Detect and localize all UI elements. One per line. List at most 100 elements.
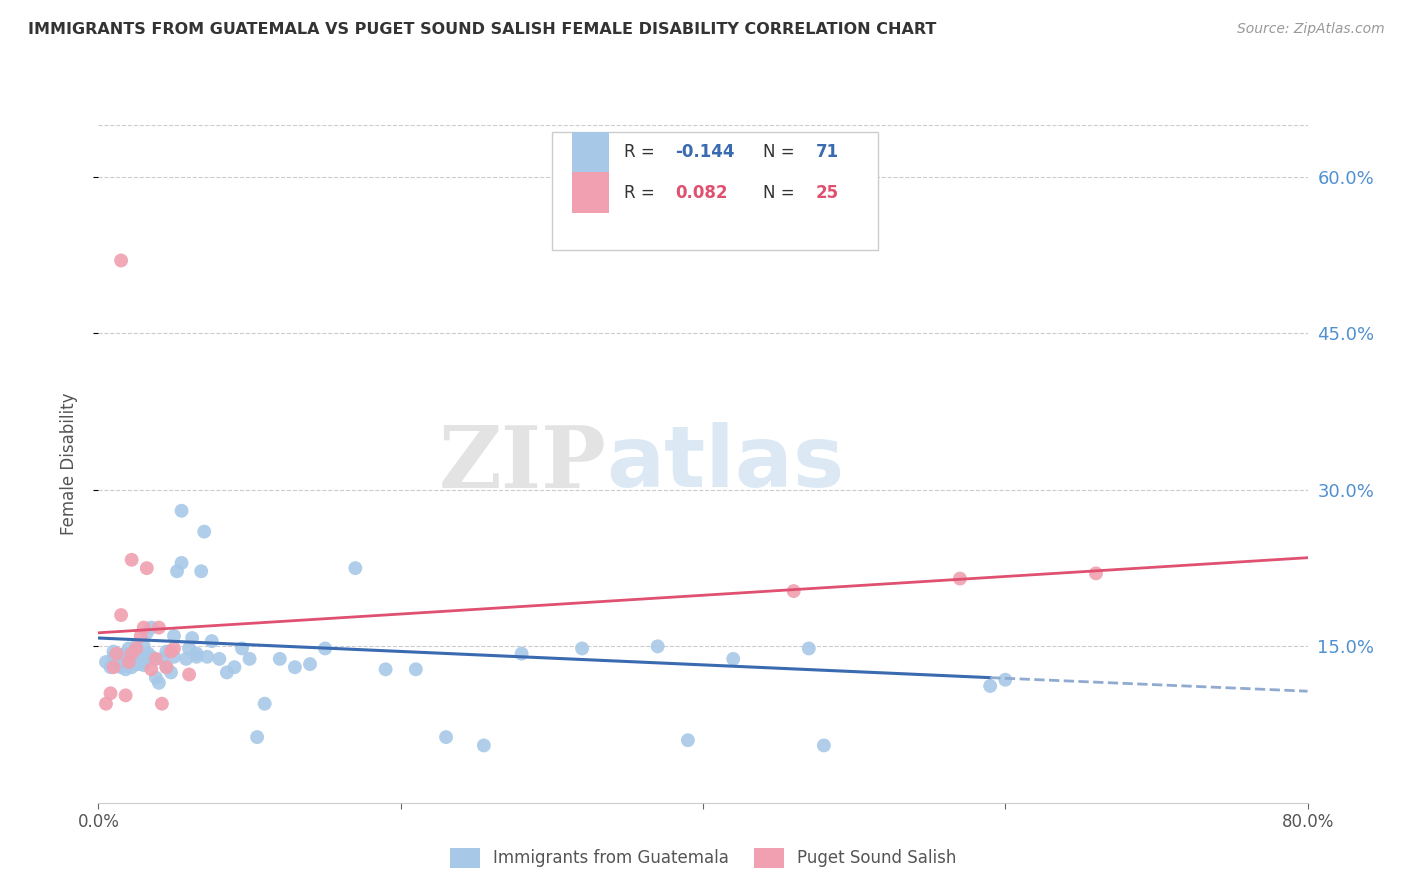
Point [269, 652, 291, 666]
Point [121, 660, 143, 674]
Point [150, 697, 173, 711]
Point [314, 641, 336, 656]
Point [121, 652, 143, 666]
Point [110, 253, 132, 268]
Point [114, 662, 136, 676]
Point [155, 644, 177, 658]
Point [170, 504, 193, 518]
Text: -0.144: -0.144 [675, 143, 735, 161]
Point [118, 649, 141, 664]
FancyBboxPatch shape [572, 172, 609, 213]
Point [813, 739, 835, 753]
Text: atlas: atlas [606, 422, 845, 506]
Point [141, 662, 163, 676]
Point [374, 662, 396, 676]
Point [118, 647, 141, 661]
Point [190, 564, 212, 578]
Point [132, 640, 155, 654]
Point [571, 641, 593, 656]
Point [148, 621, 170, 635]
Point [103, 660, 125, 674]
Point [472, 739, 495, 753]
Text: IMMIGRANTS FROM GUATEMALA VS PUGET SOUND SALISH FEMALE DISABILITY CORRELATION CH: IMMIGRANTS FROM GUATEMALA VS PUGET SOUND… [28, 22, 936, 37]
Point [994, 673, 1017, 687]
Text: Source: ZipAtlas.com: Source: ZipAtlas.com [1237, 22, 1385, 37]
Point [949, 572, 972, 586]
Point [1085, 566, 1108, 581]
Point [121, 647, 143, 661]
Point [160, 665, 183, 680]
Point [170, 556, 193, 570]
Point [647, 640, 669, 654]
Point [132, 658, 155, 673]
FancyBboxPatch shape [553, 132, 879, 251]
Text: R =: R = [624, 143, 661, 161]
Point [723, 652, 745, 666]
Point [100, 660, 122, 674]
Point [215, 665, 238, 680]
Point [105, 652, 128, 666]
Text: 25: 25 [815, 184, 838, 202]
Point [94, 655, 117, 669]
Point [186, 649, 208, 664]
Point [125, 649, 148, 664]
Point [797, 641, 820, 656]
Point [105, 647, 128, 661]
Text: R =: R = [624, 184, 661, 202]
Point [103, 649, 125, 664]
Point [163, 629, 186, 643]
Point [676, 733, 699, 747]
Point [110, 660, 132, 674]
Y-axis label: Female Disability: Female Disability [59, 392, 77, 535]
Point [114, 655, 136, 669]
Point [132, 621, 155, 635]
Point [132, 652, 155, 666]
Point [94, 697, 117, 711]
Point [136, 647, 159, 661]
Point [141, 649, 163, 664]
Point [135, 561, 157, 575]
Point [299, 657, 322, 671]
Point [246, 730, 269, 744]
Point [434, 730, 457, 744]
Point [405, 662, 427, 676]
Point [179, 667, 201, 681]
Point [160, 644, 183, 658]
Point [110, 648, 132, 662]
Text: N =: N = [763, 184, 800, 202]
Point [121, 553, 143, 567]
Text: 0.082: 0.082 [675, 184, 728, 202]
Point [284, 660, 307, 674]
Point [224, 660, 246, 674]
Point [166, 564, 188, 578]
Point [510, 647, 533, 661]
Point [195, 649, 218, 664]
Point [174, 652, 197, 666]
Point [344, 561, 367, 575]
Point [163, 649, 186, 664]
Point [135, 625, 157, 640]
Point [114, 689, 136, 703]
Point [129, 652, 152, 666]
Point [231, 641, 253, 656]
Point [783, 584, 806, 599]
Text: N =: N = [763, 143, 800, 161]
Point [181, 631, 204, 645]
Point [125, 657, 148, 671]
Point [179, 641, 201, 656]
Point [979, 679, 1001, 693]
Point [155, 660, 177, 674]
Point [141, 621, 163, 635]
Point [100, 686, 122, 700]
Point [193, 524, 215, 539]
Point [128, 657, 150, 671]
Point [155, 660, 177, 674]
Point [145, 652, 167, 666]
Point [186, 647, 208, 661]
Point [163, 641, 186, 656]
Point [253, 697, 276, 711]
Point [148, 676, 170, 690]
FancyBboxPatch shape [572, 132, 609, 172]
Point [110, 608, 132, 623]
Point [118, 655, 141, 669]
